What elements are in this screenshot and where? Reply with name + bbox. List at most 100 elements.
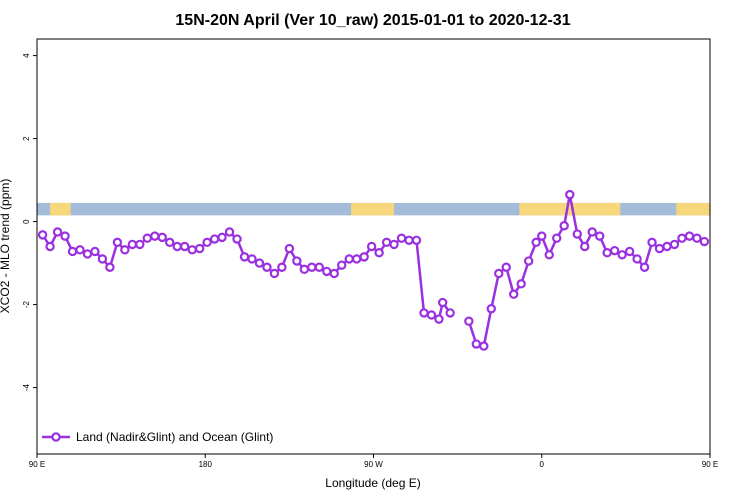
data-point	[142, 233, 152, 243]
data-point	[434, 314, 444, 324]
legend: Land (Nadir&Glint) and Ocean (Glint)	[42, 430, 273, 444]
data-point	[396, 233, 407, 243]
data-point	[202, 237, 212, 248]
data-point	[150, 231, 160, 241]
data-point	[262, 262, 272, 272]
data-point	[67, 246, 78, 257]
y-tick-label: -2	[22, 300, 31, 308]
data-point	[684, 231, 695, 241]
data-point	[692, 233, 702, 243]
x-tick-label: 90 W	[364, 460, 383, 469]
data-point	[217, 232, 227, 243]
data-point	[537, 231, 547, 241]
map-strip-land	[519, 202, 621, 216]
legend-marker	[51, 432, 61, 442]
data-point	[337, 260, 347, 270]
data-point	[494, 268, 504, 279]
data-point	[239, 252, 250, 262]
data-point	[669, 239, 680, 250]
data-point	[52, 227, 63, 237]
data-point	[187, 245, 197, 255]
data-point	[595, 231, 605, 241]
x-tick-label: 0	[540, 460, 545, 469]
data-point	[157, 232, 167, 243]
data-point	[602, 248, 612, 258]
data-point	[609, 245, 620, 256]
data-point	[209, 234, 220, 244]
data-point	[112, 237, 123, 248]
data-point	[299, 264, 310, 275]
y-axis: 4 2 0 -2 -4	[22, 53, 37, 391]
data-point	[75, 245, 85, 255]
data-point	[662, 241, 672, 252]
x-tick-label: 180	[199, 460, 213, 469]
data-point	[531, 237, 541, 248]
data-point	[486, 304, 496, 314]
data-point	[292, 256, 302, 266]
y-tick-label: 0	[22, 219, 31, 224]
series-layer	[37, 189, 710, 351]
data-point	[172, 241, 182, 252]
data-point	[437, 297, 448, 308]
data-point	[580, 241, 590, 252]
data-point	[247, 254, 257, 264]
data-point	[82, 249, 93, 259]
data-point	[632, 254, 642, 264]
data-point	[389, 239, 399, 250]
data-point	[366, 241, 377, 252]
data-point	[426, 310, 437, 320]
y-tick-label: 4	[22, 53, 31, 58]
data-point	[509, 289, 519, 299]
data-point	[559, 221, 569, 231]
data-point	[516, 279, 526, 289]
data-point	[277, 262, 287, 272]
data-point	[322, 266, 332, 277]
map-strip-land	[50, 202, 71, 216]
data-point	[552, 233, 562, 243]
data-point	[639, 262, 650, 272]
data-point	[135, 239, 145, 250]
data-point	[624, 246, 635, 257]
data-point	[194, 243, 205, 254]
data-point	[479, 341, 489, 351]
x-tick-label: 90 E	[29, 460, 45, 469]
chart-title: 15N-20N April (Ver 10_raw) 2015-01-01 to…	[175, 12, 570, 29]
data-point	[97, 254, 108, 264]
data-point	[677, 233, 687, 243]
map-strip-land	[676, 202, 710, 216]
data-point	[501, 262, 511, 272]
data-point	[344, 254, 354, 264]
data-point	[587, 227, 597, 237]
data-point	[329, 268, 339, 279]
data-point	[617, 250, 627, 260]
data-point	[471, 339, 482, 349]
data-point	[359, 252, 369, 262]
data-point	[419, 308, 429, 318]
data-point	[254, 258, 265, 268]
data-point	[284, 243, 295, 254]
legend-label: Land (Nadir&Glint) and Ocean (Glint)	[76, 430, 273, 444]
data-point	[90, 246, 100, 257]
y-tick-label: 2	[22, 136, 31, 141]
data-point	[232, 234, 242, 244]
data-point	[404, 235, 414, 245]
data-point	[374, 248, 384, 258]
map-strip	[37, 202, 710, 216]
data-point	[165, 237, 175, 248]
data-point	[565, 189, 575, 200]
x-axis-label: Longitude (deg E)	[325, 476, 420, 490]
x-axis: 90 E 180 90 W 0 90 E	[29, 454, 718, 469]
data-point	[127, 239, 138, 250]
map-strip-land	[351, 202, 395, 216]
data-point	[572, 229, 582, 239]
data-point	[120, 245, 130, 255]
data-point	[411, 235, 422, 245]
data-point	[224, 227, 235, 237]
data-point	[381, 237, 392, 248]
data-point	[445, 308, 455, 318]
data-point	[60, 231, 70, 241]
data-point	[699, 236, 710, 247]
y-tick-label: -4	[22, 383, 31, 391]
